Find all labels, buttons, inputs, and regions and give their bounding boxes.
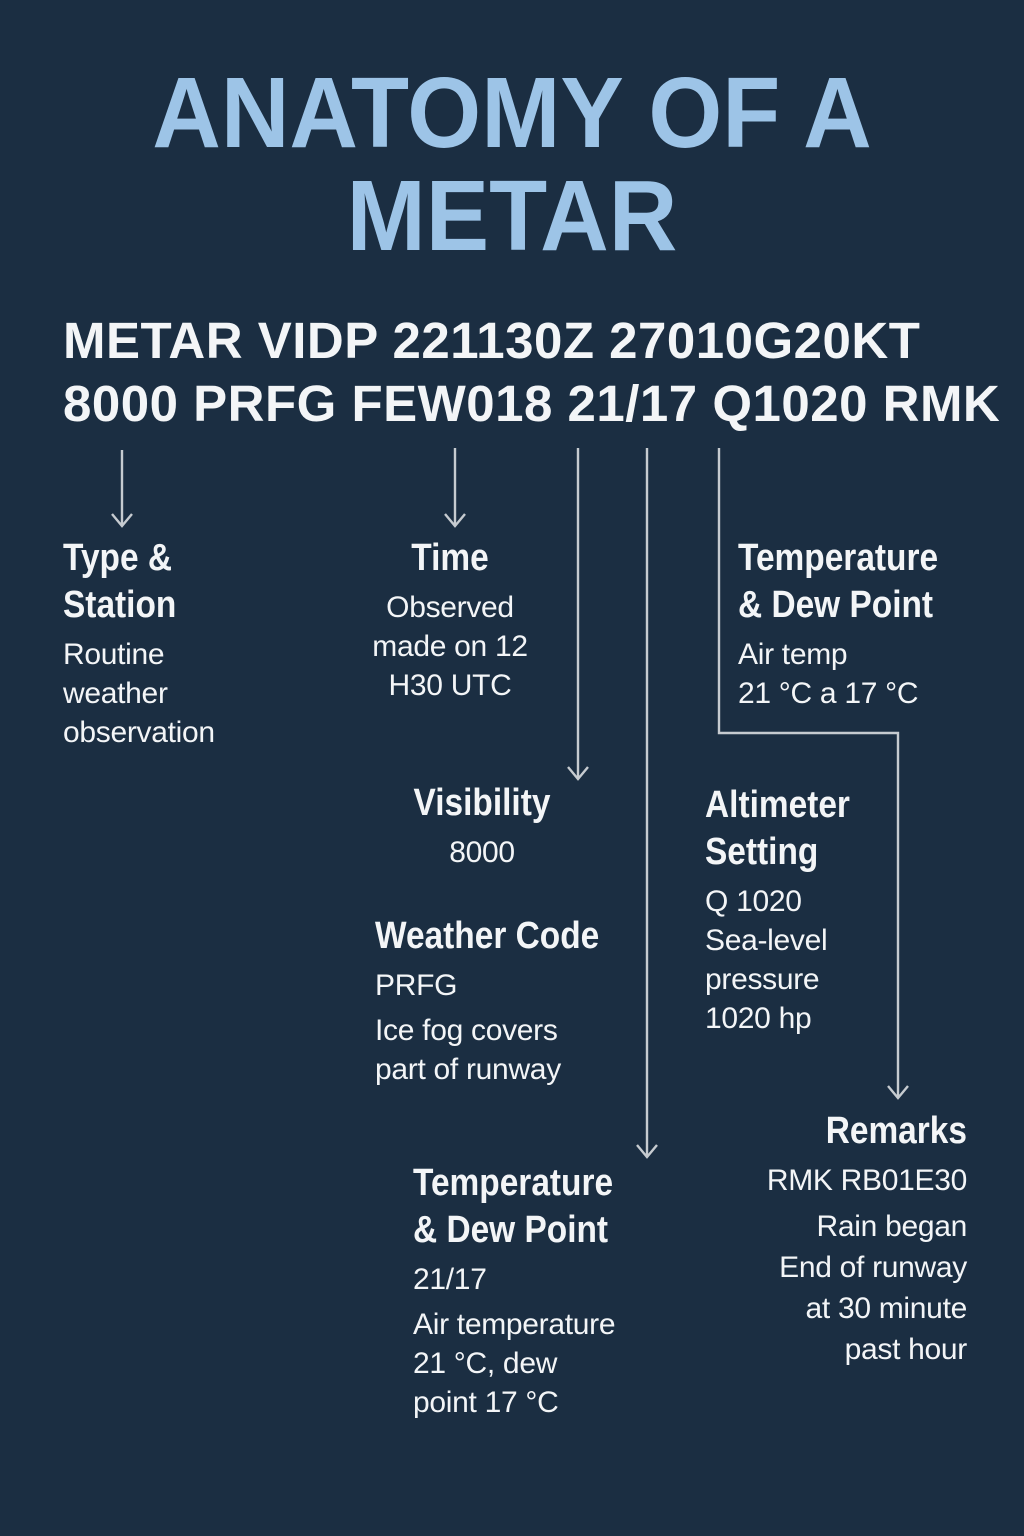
section-remarks: Remarks RMK RB01E30 Rain began End of ru… [640, 1108, 967, 1370]
section-type-station: Type & Station Routine weather observati… [63, 535, 343, 752]
temp-dew-bottom-body: Air temperature 21 °C, dew point 17 °C [413, 1308, 616, 1419]
metar-code-text: METAR VIDP 221130Z 27010G20KT 8000 PRFG … [63, 312, 1001, 432]
section-visibility: Visibility 8000 [377, 780, 587, 872]
altimeter-heading: Altimeter Setting [705, 784, 850, 873]
arrow-time [444, 448, 466, 528]
visibility-heading: Visibility [413, 782, 551, 824]
section-temp-dew-bottom: Temperature & Dew Point 21/17 Air temper… [413, 1160, 713, 1422]
altimeter-body: Q 1020 Sea-level pressure 1020 hp [705, 885, 828, 1035]
weather-code-value: PRFG [375, 969, 458, 1002]
type-station-body: Routine weather observation [63, 638, 215, 749]
visibility-body: 8000 [449, 836, 515, 869]
time-heading: Time [411, 537, 489, 579]
section-weather-code: Weather Code PRFG Ice fog covers part of… [375, 913, 695, 1089]
section-time: Time Observed made on 12 H30 UTC [320, 535, 580, 705]
weather-code-body: Ice fog covers part of runway [375, 1014, 561, 1086]
weather-code-heading: Weather Code [375, 915, 600, 957]
page-title: ANATOMY OF A METAR [152, 57, 872, 272]
section-altimeter: Altimeter Setting Q 1020 Sea-level press… [705, 782, 945, 1038]
type-station-heading: Type & Station [63, 537, 177, 626]
remarks-heading: Remarks [825, 1110, 967, 1152]
remarks-value: RMK RB01E30 [766, 1164, 967, 1197]
arrow-type-station [111, 450, 133, 528]
remarks-body: Rain began End of runway at 30 minute pa… [779, 1210, 967, 1366]
time-body: Observed made on 12 H30 UTC [372, 591, 528, 702]
section-temp-dew-top: Temperature & Dew Point Air temp 21 °C a… [738, 535, 1008, 713]
temp-dew-bottom-value: 21/17 [413, 1263, 487, 1296]
temp-dew-top-heading: Temperature & Dew Point [738, 537, 939, 626]
temp-dew-bottom-heading: Temperature & Dew Point [413, 1162, 614, 1251]
temp-dew-top-body: Air temp 21 °C a 17 °C [738, 638, 919, 710]
